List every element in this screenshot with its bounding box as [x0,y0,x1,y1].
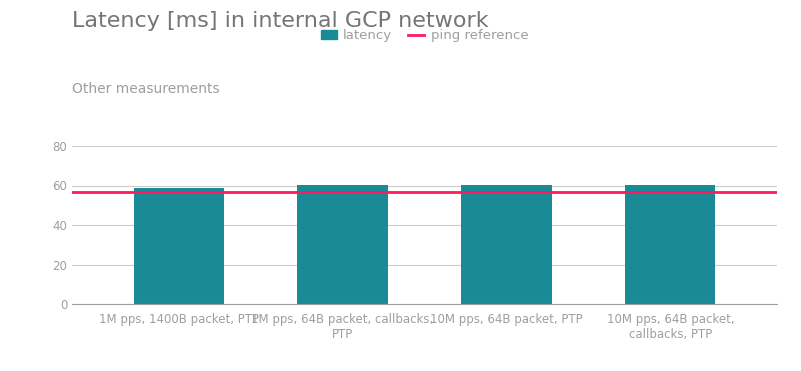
Text: Other measurements: Other measurements [72,82,219,96]
Bar [297,184,388,304]
Text: Latency [ms] in internal GCP network: Latency [ms] in internal GCP network [72,11,489,31]
Bar [461,184,552,304]
Legend: latency, ping reference: latency, ping reference [321,29,528,42]
Bar [134,188,223,304]
Bar [626,184,715,304]
